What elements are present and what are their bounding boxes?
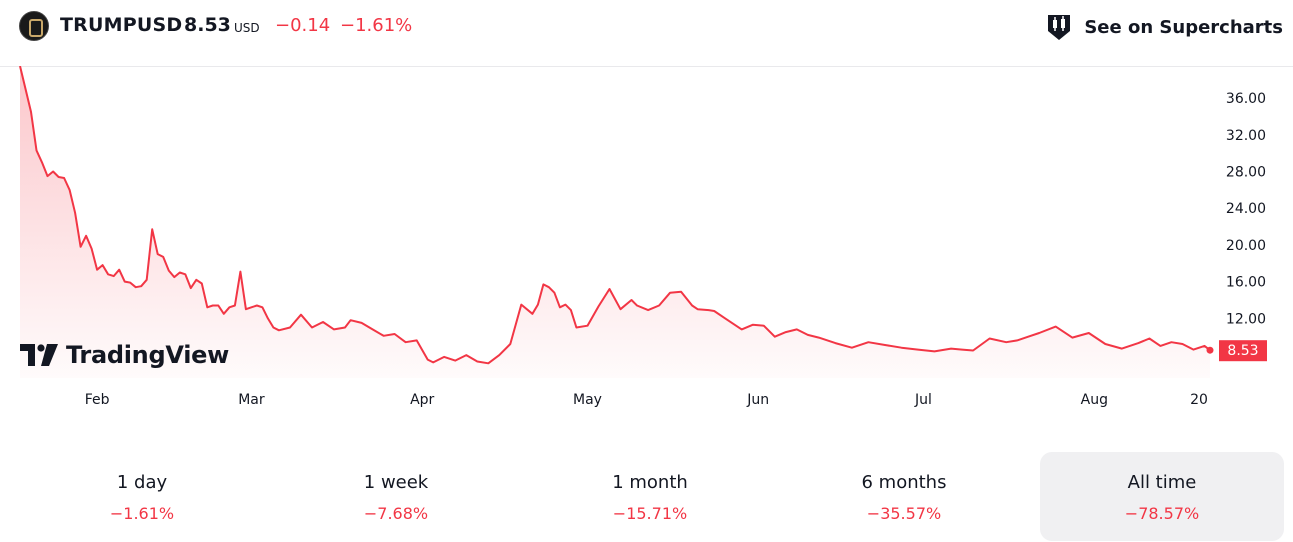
y-tick-label: 20.00 <box>1226 238 1266 254</box>
period-tab-1-day[interactable]: 1 day −1.61% <box>20 452 264 541</box>
price-change: −0.14 <box>275 15 331 36</box>
period-label: 1 day <box>116 472 168 493</box>
y-tick-label: 28.00 <box>1226 165 1266 181</box>
y-tick-label: 12.00 <box>1226 311 1266 327</box>
x-tick-label: Feb <box>85 392 110 408</box>
x-tick-label: May <box>573 392 602 408</box>
period-tab-1-month[interactable]: 1 month −15.71% <box>528 452 772 541</box>
tradingview-watermark: TradingView <box>20 340 229 370</box>
y-tick-label: 16.00 <box>1226 275 1266 291</box>
period-change-value: −78.57% <box>1124 504 1200 523</box>
price-change-percent: −1.61% <box>340 15 413 36</box>
last-price-badge <box>1219 340 1267 362</box>
x-tick-label: Mar <box>238 392 265 408</box>
period-change-value: −1.61% <box>109 504 175 523</box>
period-tab-1-week[interactable]: 1 week −7.68% <box>274 452 518 541</box>
trump-coin-logo-icon <box>19 11 49 41</box>
x-tick-label: Apr <box>410 392 434 408</box>
period-tab-all-time[interactable]: All time −78.57% <box>1040 452 1284 541</box>
currency-label: USD <box>234 21 260 35</box>
last-price-dot <box>1206 346 1214 354</box>
x-tick-label: Jul <box>914 392 932 408</box>
supercharts-label: See on Supercharts <box>1084 16 1283 38</box>
last-price: 8.53 <box>184 14 231 36</box>
period-selector: 1 day −1.61% 1 week −7.68% 1 month −15.71% 6 m… <box>0 452 1293 542</box>
period-change-value: −35.57% <box>866 504 942 523</box>
period-label: 1 month <box>612 472 688 493</box>
x-tick-label: Jun <box>746 392 769 408</box>
period-label: All time <box>1127 472 1197 493</box>
period-label: 1 week <box>363 472 429 493</box>
period-change-value: −15.71% <box>612 504 688 523</box>
period-tab-6-months[interactable]: 6 months −35.57% <box>782 452 1026 541</box>
symbol-header: TRUMPUSD 8.53 USD −0.14 −1.61% See on Su… <box>0 0 1293 67</box>
tradingview-text: TradingView <box>66 341 229 369</box>
period-change-value: −7.68% <box>363 504 429 523</box>
price-series-line <box>19 66 1211 365</box>
tradingview-logo-icon <box>20 344 58 366</box>
price-area-fill <box>20 66 1210 378</box>
last-price-badge-label: 8.53 <box>1227 343 1258 359</box>
y-tick-label: 32.00 <box>1226 128 1266 144</box>
symbol-name[interactable]: TRUMPUSD <box>60 14 183 36</box>
y-tick-label: 36.00 <box>1226 91 1266 107</box>
price-chart[interactable]: Feb Mar Apr May Jun Jul Aug 20 12.00 16.00 20.00 2… <box>0 66 1293 416</box>
x-tick-label: 20 <box>1190 392 1208 408</box>
see-on-supercharts-button[interactable]: See on Supercharts <box>1044 10 1283 44</box>
y-tick-label: 24.00 <box>1226 201 1266 217</box>
period-label: 6 months <box>861 472 947 493</box>
x-tick-label: Aug <box>1081 392 1108 408</box>
candlestick-icon <box>1048 15 1071 40</box>
